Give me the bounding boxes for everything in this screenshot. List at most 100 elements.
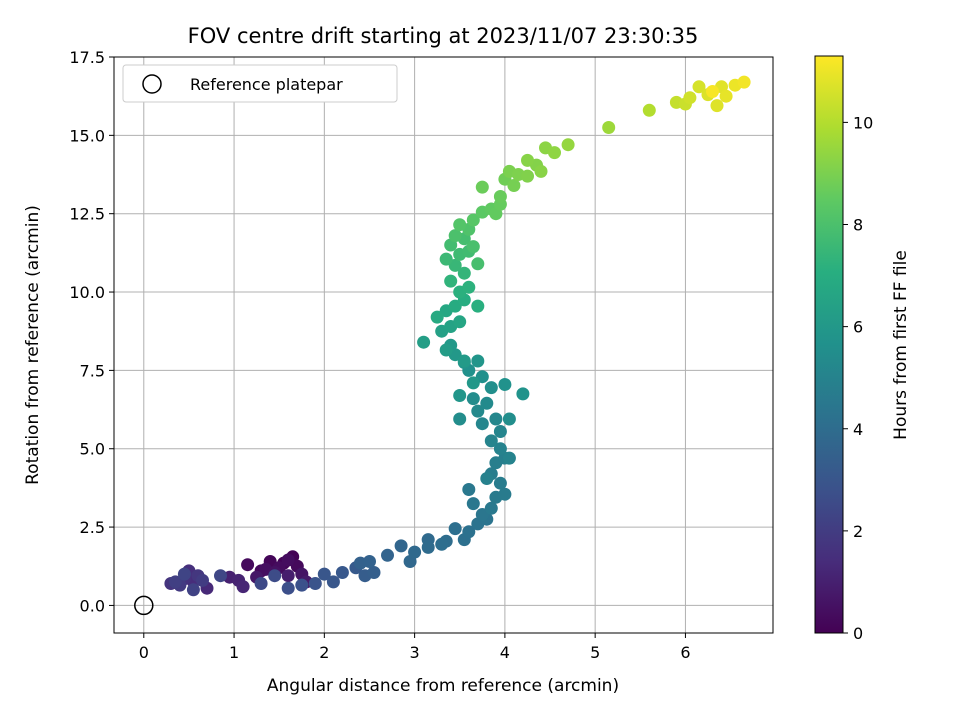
data-point [466,240,480,254]
data-point [281,569,295,583]
data-point [453,218,467,232]
colorbar-label: Hours from first FF file [891,250,911,440]
data-point [502,451,516,465]
legend-marker-icon [142,74,162,94]
data-point [484,501,498,515]
data-point [241,558,255,572]
data-point [466,497,480,511]
data-point [466,213,480,227]
data-point [281,553,295,567]
data-point [186,583,200,597]
data-point [489,412,503,426]
x-axis-ticks: 0 1 2 3 4 5 6 [139,633,691,662]
x-tick-label: 4 [500,643,510,662]
data-point [692,80,706,94]
data-point [484,434,498,448]
chart-title: FOV centre drift starting at 2023/11/07 … [188,24,699,48]
data-point [394,539,408,553]
data-point [214,569,227,583]
data-point [719,89,733,103]
data-point [480,396,494,410]
data-point [268,569,282,583]
data-point [521,169,534,183]
data-point [548,146,561,160]
data-point [326,575,340,589]
data-point [561,138,575,152]
data-point [363,555,376,568]
grid-lines [114,56,773,633]
data-point [493,442,507,456]
legend-box [122,64,398,103]
colorbar-tick-label: 6 [853,318,863,337]
colorbar-tick-label: 0 [853,624,863,643]
data-point [471,354,485,368]
x-tick-label: 0 [139,643,149,662]
data-point [448,229,462,243]
data-point [439,343,453,357]
data-point [448,258,462,272]
colorbar-tick-label: 10 [853,113,873,132]
data-point [448,299,462,313]
data-point [602,121,616,134]
data-point [381,548,394,562]
data-point [462,483,476,496]
data-point [521,153,534,167]
data-point [417,335,431,349]
data-point [466,392,480,406]
data-point [480,472,494,485]
y-tick-label: 15.0 [69,126,105,145]
legend-entry-reference: Reference platepar [190,75,343,94]
y-tick-label: 2.5 [80,518,105,537]
y-tick-label: 12.5 [69,205,105,224]
data-point [534,164,548,178]
colorbar-tick-label: 2 [853,522,863,541]
x-tick-label: 1 [229,643,239,662]
data-point [177,567,191,581]
colorbar: 0 2 4 6 8 10 Hours from first FF file [814,55,911,643]
data-point [493,425,507,438]
data-point [281,581,295,595]
data-point [462,280,476,294]
y-axis-label: Rotation from reference (arcmin) [23,205,43,485]
data-point [642,103,656,117]
data-point [516,387,530,401]
data-point [710,99,724,113]
data-point [295,578,309,592]
y-tick-label: 17.5 [69,48,105,67]
colorbar-tick-label: 4 [853,420,863,439]
data-point [484,381,498,395]
x-tick-label: 6 [680,643,690,662]
y-tick-label: 10.0 [69,283,105,302]
data-point [196,573,209,587]
data-point [308,577,322,590]
data-point [493,476,507,490]
data-point [435,537,449,551]
data-point [444,274,458,288]
x-axis-label: Angular distance from reference (arcmin) [267,676,619,696]
x-tick-label: 3 [410,643,420,662]
data-point [408,545,422,559]
data-point [453,412,467,426]
data-point [448,522,462,536]
data-point [471,404,485,418]
y-axis-ticks: 0.0 2.5 5.0 7.5 10.0 12.5 15.0 17.5 [69,48,114,615]
data-point [367,566,381,579]
data-point [706,85,719,98]
data-point [475,417,489,431]
data-point [493,190,507,203]
data-point [466,376,480,390]
data-point [430,310,444,324]
y-tick-label: 7.5 [80,361,105,380]
data-point [498,487,512,501]
reference-platepar-marker [134,595,154,616]
data-point [471,257,485,271]
data-point [236,580,250,594]
data-point [335,566,349,579]
data-point [457,354,471,368]
data-point [254,577,268,590]
y-tick-label: 0.0 [80,596,105,615]
scatter-points [164,75,751,597]
x-tick-label: 2 [319,643,329,662]
data-point [168,575,182,589]
